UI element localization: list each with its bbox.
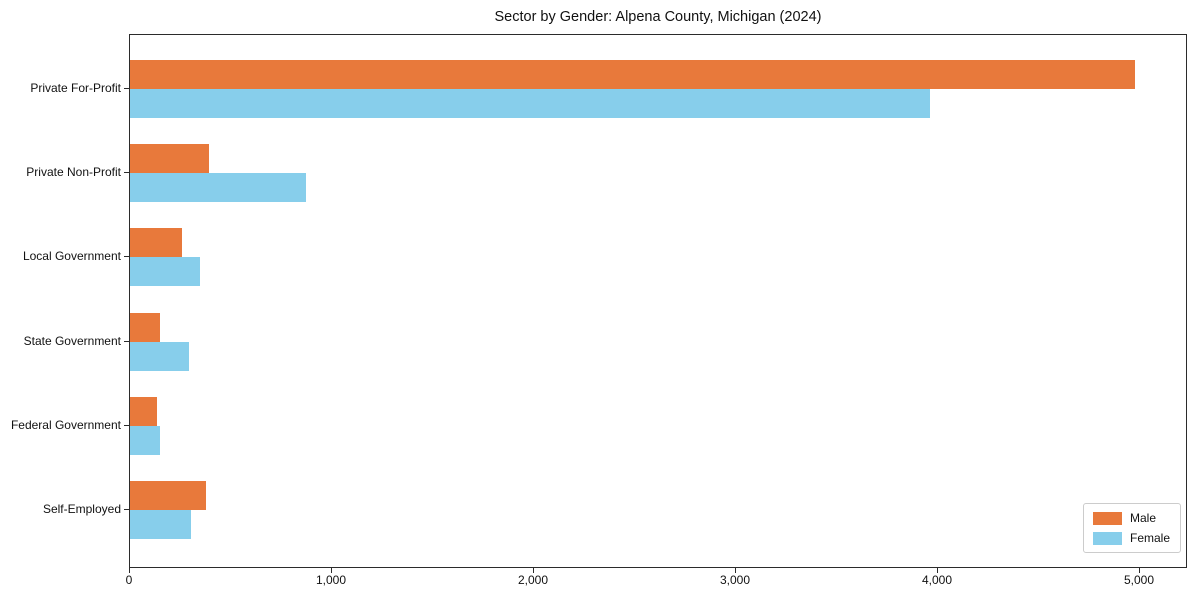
- y-tick-label: State Government: [23, 334, 121, 348]
- bar-female-1: [130, 89, 930, 118]
- x-tick-mark: [331, 568, 332, 573]
- legend-entry-female: Female: [1092, 531, 1170, 545]
- bar-male-6: [130, 481, 206, 510]
- bar-male-3: [130, 228, 182, 257]
- y-tick-label: Local Government: [22, 249, 121, 263]
- chart-title: Sector by Gender: Alpena County, Michiga…: [494, 9, 822, 25]
- bar-female-2: [130, 173, 306, 202]
- y-tick-mark: [124, 88, 129, 89]
- x-tick-label: 1,000: [315, 573, 347, 587]
- bar-male-5: [130, 397, 157, 426]
- x-tick-label: 4,000: [921, 573, 953, 587]
- y-tick-label: Federal Government: [10, 418, 121, 432]
- x-tick-label: 5,000: [1123, 573, 1155, 587]
- bar-female-4: [130, 342, 189, 371]
- legend-label-female: Female: [1129, 531, 1170, 545]
- bar-female-5: [130, 426, 160, 455]
- y-tick-mark: [124, 341, 129, 342]
- bar-male-4: [130, 313, 160, 342]
- y-tick-mark: [124, 256, 129, 257]
- legend-label-male: Male: [1129, 511, 1156, 525]
- x-tick-mark: [1139, 568, 1140, 573]
- bar-male-2: [130, 144, 209, 173]
- legend-swatch-female: [1092, 531, 1122, 545]
- bar-male-1: [130, 60, 1135, 89]
- legend: Male Female: [1082, 503, 1181, 553]
- bar-female-3: [130, 257, 200, 286]
- plot-area: Male Female: [129, 34, 1187, 568]
- legend-swatch-male: [1092, 511, 1122, 525]
- x-tick-mark: [533, 568, 534, 573]
- y-tick-label: Self-Employed: [42, 502, 121, 516]
- y-tick-label: Private Non-Profit: [26, 165, 121, 179]
- x-tick-label: 0: [125, 573, 133, 587]
- y-tick-mark: [124, 172, 129, 173]
- x-tick-mark: [937, 568, 938, 573]
- y-tick-mark: [124, 509, 129, 510]
- x-tick-label: 3,000: [719, 573, 751, 587]
- y-tick-label: Private For-Profit: [30, 81, 121, 95]
- legend-entry-male: Male: [1092, 511, 1170, 525]
- x-tick-label: 2,000: [517, 573, 549, 587]
- bar-female-6: [130, 510, 191, 539]
- x-tick-mark: [735, 568, 736, 573]
- y-tick-mark: [124, 425, 129, 426]
- x-tick-mark: [129, 568, 130, 573]
